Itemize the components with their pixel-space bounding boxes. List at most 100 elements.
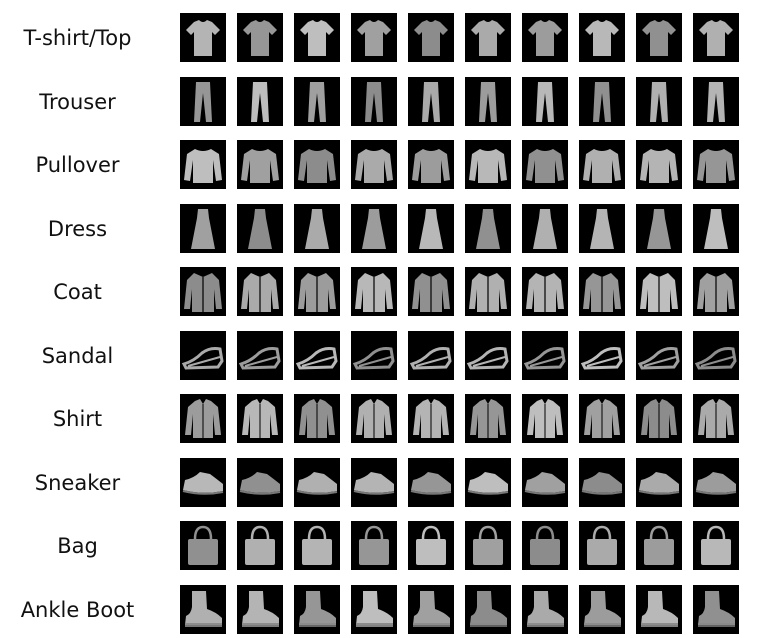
dress-icon: [408, 204, 454, 253]
shirt-icon: [465, 394, 511, 443]
class-row: T-shirt/Top: [0, 13, 767, 63]
pullover-icon: [693, 140, 739, 189]
shirt-icon: [579, 394, 625, 443]
ankle-boot-icon: [180, 585, 226, 634]
pullover-icon: [180, 140, 226, 189]
sneaker-icon: [408, 458, 454, 507]
sandal-icon: [693, 331, 739, 380]
bag-icon: [294, 521, 340, 570]
sneaker-icon: [237, 458, 283, 507]
class-label: Trouser: [39, 90, 116, 114]
tshirt-icon: [693, 13, 739, 62]
dress-icon: [522, 204, 568, 253]
trouser-icon: [408, 77, 454, 126]
tshirt-icon: [408, 13, 454, 62]
trouser-icon: [294, 77, 340, 126]
dress-icon: [465, 204, 511, 253]
ankle-boot-icon: [237, 585, 283, 634]
ankle-boot-icon: [636, 585, 682, 634]
dress-icon: [636, 204, 682, 253]
shirt-icon: [351, 394, 397, 443]
class-label: T-shirt/Top: [23, 26, 132, 50]
class-row: Bag: [0, 521, 767, 571]
sneaker-icon: [294, 458, 340, 507]
sandal-icon: [408, 331, 454, 380]
trouser-icon: [636, 77, 682, 126]
coat-icon: [237, 267, 283, 316]
sneaker-icon: [579, 458, 625, 507]
bag-icon: [408, 521, 454, 570]
tshirt-icon: [579, 13, 625, 62]
shirt-icon: [180, 394, 226, 443]
sneaker-icon: [693, 458, 739, 507]
sneaker-icon: [465, 458, 511, 507]
class-label: Dress: [47, 217, 108, 241]
class-row: Sandal: [0, 331, 767, 381]
dress-icon: [351, 204, 397, 253]
class-label: Pullover: [35, 153, 120, 177]
sneaker-icon: [180, 458, 226, 507]
ankle-boot-icon: [351, 585, 397, 634]
pullover-icon: [294, 140, 340, 189]
bag-icon: [465, 521, 511, 570]
tshirt-icon: [294, 13, 340, 62]
trouser-icon: [351, 77, 397, 126]
pullover-icon: [237, 140, 283, 189]
pullover-icon: [636, 140, 682, 189]
trouser-icon: [180, 77, 226, 126]
coat-icon: [465, 267, 511, 316]
shirt-icon: [237, 394, 283, 443]
coat-icon: [636, 267, 682, 316]
class-row: Coat: [0, 267, 767, 317]
sandal-icon: [636, 331, 682, 380]
sandal-icon: [294, 331, 340, 380]
trouser-icon: [693, 77, 739, 126]
coat-icon: [351, 267, 397, 316]
class-row: Shirt: [0, 394, 767, 444]
sandal-icon: [522, 331, 568, 380]
class-label: Ankle Boot: [20, 598, 135, 622]
dress-icon: [294, 204, 340, 253]
dress-icon: [693, 204, 739, 253]
pullover-icon: [522, 140, 568, 189]
tshirt-icon: [237, 13, 283, 62]
shirt-icon: [693, 394, 739, 443]
trouser-icon: [522, 77, 568, 126]
sneaker-icon: [351, 458, 397, 507]
coat-icon: [693, 267, 739, 316]
bag-icon: [351, 521, 397, 570]
ankle-boot-icon: [294, 585, 340, 634]
ankle-boot-icon: [579, 585, 625, 634]
pullover-icon: [351, 140, 397, 189]
class-row: Dress: [0, 204, 767, 254]
coat-icon: [180, 267, 226, 316]
trouser-icon: [579, 77, 625, 126]
dress-icon: [579, 204, 625, 253]
bag-icon: [579, 521, 625, 570]
bag-icon: [693, 521, 739, 570]
sneaker-icon: [636, 458, 682, 507]
tshirt-icon: [351, 13, 397, 62]
shirt-icon: [294, 394, 340, 443]
class-label: Bag: [57, 534, 98, 558]
trouser-icon: [465, 77, 511, 126]
tshirt-icon: [180, 13, 226, 62]
class-row: Sneaker: [0, 458, 767, 508]
trouser-icon: [237, 77, 283, 126]
ankle-boot-icon: [408, 585, 454, 634]
pullover-icon: [408, 140, 454, 189]
sandal-icon: [465, 331, 511, 380]
ankle-boot-icon: [465, 585, 511, 634]
sandal-icon: [180, 331, 226, 380]
coat-icon: [579, 267, 625, 316]
coat-icon: [522, 267, 568, 316]
pullover-icon: [579, 140, 625, 189]
sandal-icon: [351, 331, 397, 380]
class-label: Shirt: [52, 407, 103, 431]
tshirt-icon: [636, 13, 682, 62]
sandal-icon: [237, 331, 283, 380]
bag-icon: [237, 521, 283, 570]
class-label: Sandal: [41, 344, 114, 368]
class-label: Coat: [53, 280, 102, 304]
